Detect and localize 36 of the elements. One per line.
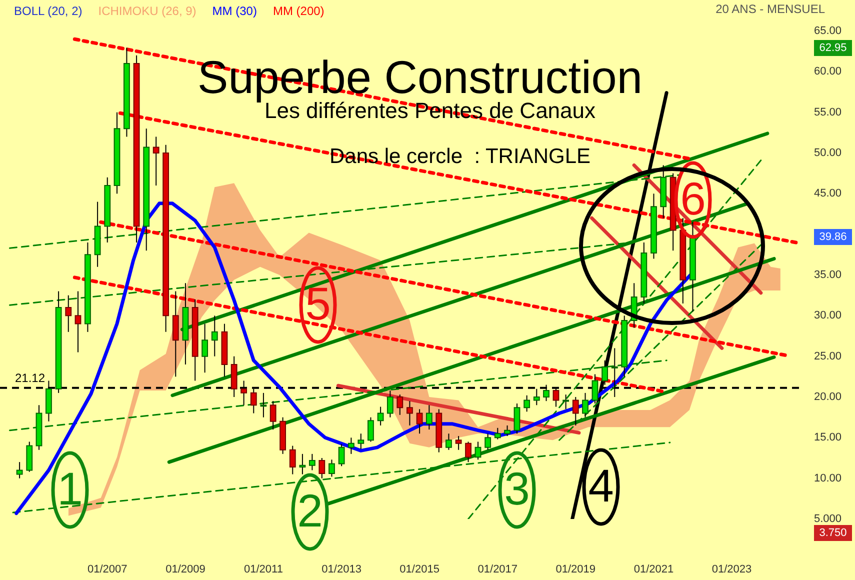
y-tick-label: 20.00 [814,391,842,404]
text: 62.95 [819,42,847,54]
annotation: 1 [57,462,83,515]
annotation: 5 [305,278,331,330]
y-tick-label: 10.00 [814,472,842,484]
annotation: 6 [680,172,706,225]
y-tick-label: 65.00 [814,25,842,38]
annotation: 3 [504,462,530,515]
annotation: 2 [297,484,323,537]
y-tick-label: 50.00 [814,147,842,160]
text: 39.86 [819,231,847,244]
x-tick-label: 01/2023 [712,564,752,576]
text: 20 ANS - MENSUEL [716,2,825,16]
y-tick-label: 25.00 [814,350,842,362]
y-tick-label: 60.00 [814,66,842,78]
x-tick-label: 01/2015 [400,564,440,576]
y-tick-label: 55.00 [814,106,842,118]
text: 3.750 [819,527,847,540]
y-tick-label: 15.00 [814,432,842,444]
legend-label: ICHIMOKU (26, 9) [98,4,196,18]
x-tick-label: 01/2019 [556,564,596,576]
text: BOLL (20, 2) [14,4,82,18]
y-tick-label: 45.00 [814,188,842,200]
y-tick-label: 30.00 [814,310,842,322]
text: MM (30) [212,4,257,18]
annotation: 4 [588,460,614,512]
x-tick-label: 01/2017 [478,564,518,576]
x-tick-label: 01/2009 [166,564,206,576]
y-tick-label: 5.000 [814,513,842,526]
x-tick-label: 01/2011 [244,564,283,576]
x-tick-label: 01/2007 [87,564,128,576]
y-tick-label: 35.00 [814,269,842,282]
ref-line-label: 21.12 [15,371,46,386]
x-tick-label: 01/2021 [634,564,674,576]
x-tick-label: 01/2013 [322,564,362,576]
text: MM (200) [272,4,324,18]
